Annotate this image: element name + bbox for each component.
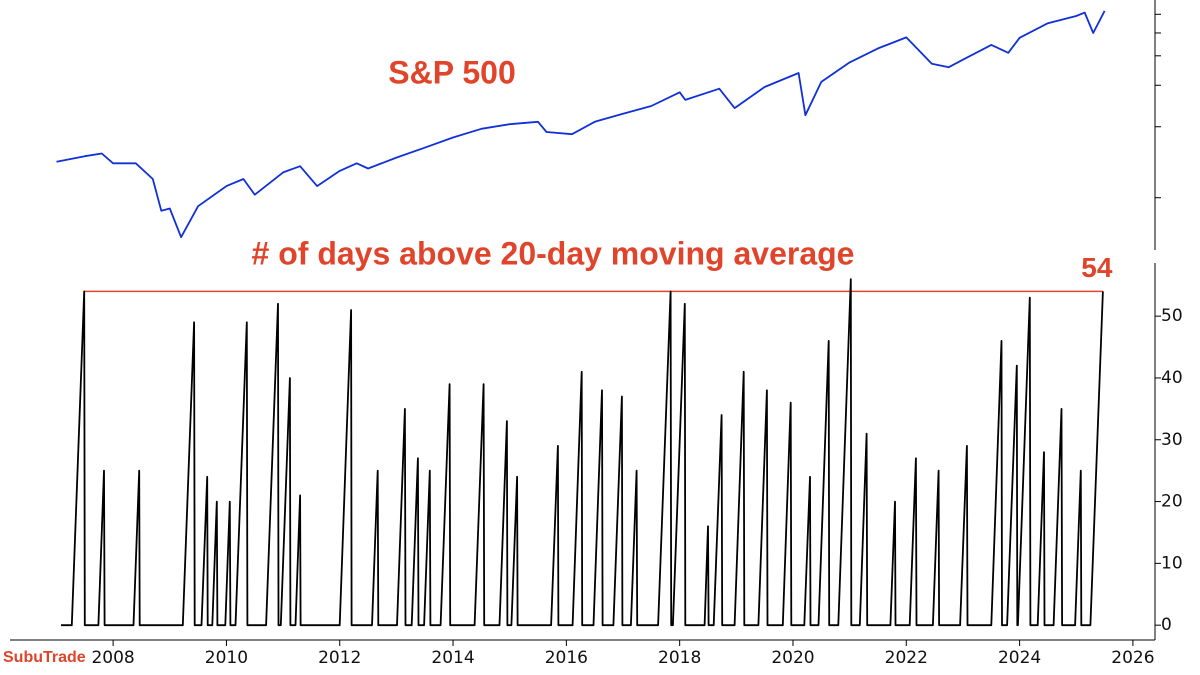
watermark: SubuTrade — [3, 649, 86, 666]
x-tick-label: 2018 — [658, 648, 701, 668]
data-line — [61, 278, 1104, 627]
y-tick-label: 40 — [1161, 368, 1183, 388]
y-tick-label: 20 — [1161, 492, 1183, 512]
x-tick-label: 2022 — [885, 648, 928, 668]
x-tick-label: 2008 — [91, 648, 134, 668]
chart-title: # of days above 20-day moving average — [252, 235, 855, 271]
x-tick-label: 2016 — [545, 648, 588, 668]
x-tick-label: 2020 — [771, 648, 814, 668]
y-tick-label: 10 — [1161, 553, 1183, 573]
reference-label: 54 — [1081, 252, 1113, 283]
data-line — [56, 10, 1106, 239]
x-tick-label: 2012 — [318, 648, 361, 668]
x-tick-label: 2026 — [1111, 648, 1154, 668]
x-tick-label: 2010 — [205, 648, 248, 668]
x-tick-label: 2024 — [998, 648, 1041, 668]
chart-title: S&P 500 — [388, 54, 516, 90]
y-tick-label: 30 — [1161, 430, 1183, 450]
y-tick-label: 0 — [1161, 615, 1172, 635]
x-tick-label: 2014 — [431, 648, 474, 668]
y-tick-label: 50 — [1161, 306, 1183, 326]
